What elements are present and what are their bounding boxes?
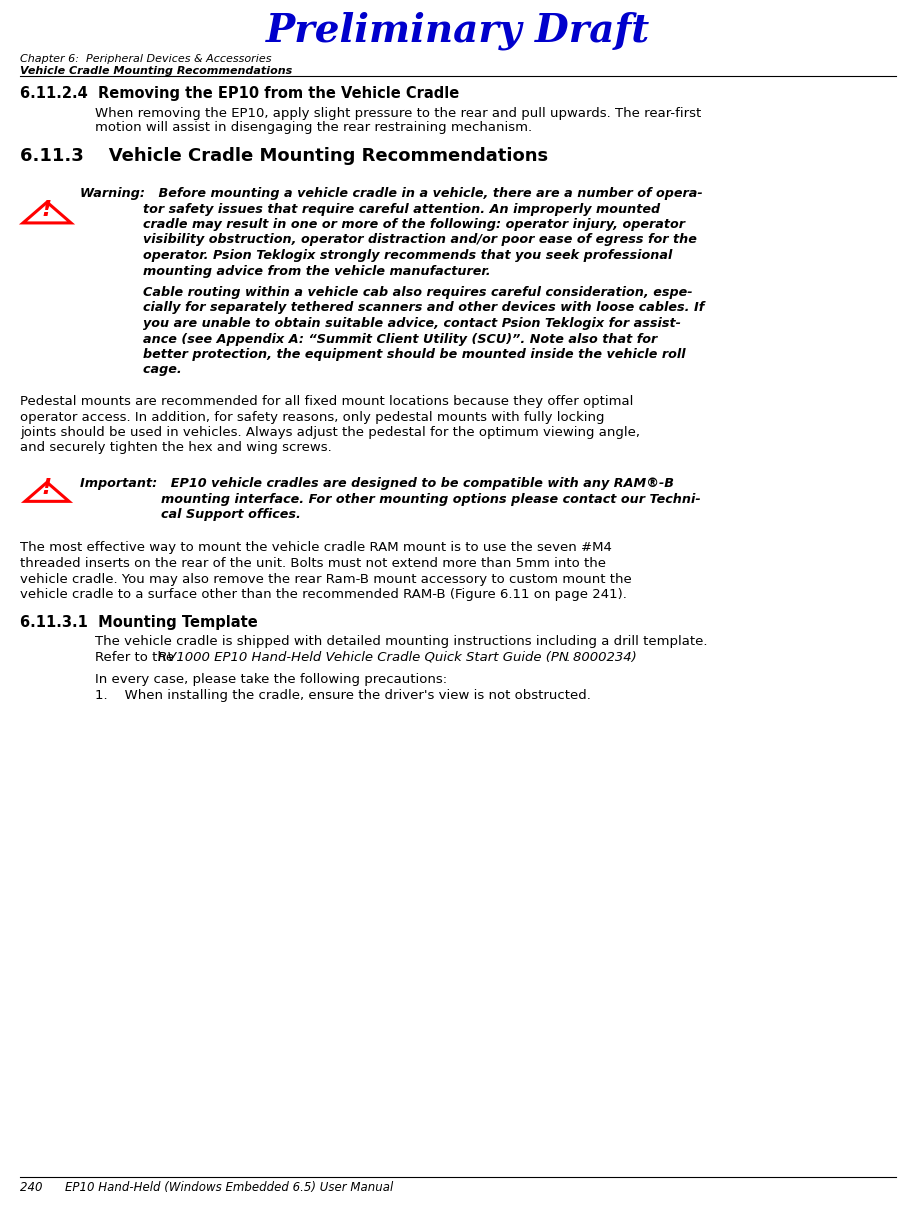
Text: Refer to the: Refer to the xyxy=(95,650,179,664)
Text: 240      EP10 Hand-Held (Windows Embedded 6.5) User Manual: 240 EP10 Hand-Held (Windows Embedded 6.5… xyxy=(20,1181,393,1194)
Text: vehicle cradle to a surface other than the recommended RAM-B (Figure 6.11 on pag: vehicle cradle to a surface other than t… xyxy=(20,588,627,601)
Text: Warning:   Before mounting a vehicle cradle in a vehicle, there are a number of : Warning: Before mounting a vehicle cradl… xyxy=(80,187,703,199)
Text: The vehicle cradle is shipped with detailed mounting instructions including a dr: The vehicle cradle is shipped with detai… xyxy=(95,636,707,648)
Text: 1.    When installing the cradle, ensure the driver's view is not obstructed.: 1. When installing the cradle, ensure th… xyxy=(95,689,591,702)
Text: cage.: cage. xyxy=(80,364,181,376)
Text: visibility obstruction, operator distraction and/or poor ease of egress for the: visibility obstruction, operator distrac… xyxy=(80,233,697,247)
Text: tor safety issues that require careful attention. An improperly mounted: tor safety issues that require careful a… xyxy=(80,202,660,215)
Text: !: ! xyxy=(42,479,52,498)
Text: In every case, please take the following precautions:: In every case, please take the following… xyxy=(95,673,447,686)
Text: Vehicle Cradle Mounting Recommendations: Vehicle Cradle Mounting Recommendations xyxy=(20,66,292,76)
Text: Cable routing within a vehicle cab also requires careful consideration, espe-: Cable routing within a vehicle cab also … xyxy=(80,287,692,299)
Text: vehicle cradle. You may also remove the rear Ram-B mount accessory to custom mou: vehicle cradle. You may also remove the … xyxy=(20,573,632,585)
Text: Chapter 6:  Peripheral Devices & Accessories: Chapter 6: Peripheral Devices & Accessor… xyxy=(20,54,271,64)
Text: RV1000 EP10 Hand-Held Vehicle Cradle Quick Start Guide (PN 8000234): RV1000 EP10 Hand-Held Vehicle Cradle Qui… xyxy=(158,650,637,664)
Text: ance (see Appendix A: “Summit Client Utility (SCU)”. Note also that for: ance (see Appendix A: “Summit Client Uti… xyxy=(80,332,658,346)
Text: 6.11.3.1  Mounting Template: 6.11.3.1 Mounting Template xyxy=(20,615,257,631)
Text: operator access. In addition, for safety reasons, only pedestal mounts with full: operator access. In addition, for safety… xyxy=(20,411,605,423)
Text: better protection, the equipment should be mounted inside the vehicle roll: better protection, the equipment should … xyxy=(80,348,685,361)
Text: When removing the EP10, apply slight pressure to the rear and pull upwards. The : When removing the EP10, apply slight pre… xyxy=(95,108,702,120)
Text: 6.11.3    Vehicle Cradle Mounting Recommendations: 6.11.3 Vehicle Cradle Mounting Recommend… xyxy=(20,147,548,164)
Text: motion will assist in disengaging the rear restraining mechanism.: motion will assist in disengaging the re… xyxy=(95,121,532,134)
Text: cradle may result in one or more of the following: operator injury, operator: cradle may result in one or more of the … xyxy=(80,218,685,231)
Text: .: . xyxy=(566,650,570,664)
Text: cially for separately tethered scanners and other devices with loose cables. If: cially for separately tethered scanners … xyxy=(80,301,704,314)
Text: The most effective way to mount the vehicle cradle RAM mount is to use the seven: The most effective way to mount the vehi… xyxy=(20,542,612,555)
Text: !: ! xyxy=(42,199,52,220)
Text: operator. Psion Teklogix strongly recommends that you seek professional: operator. Psion Teklogix strongly recomm… xyxy=(80,249,672,262)
Text: mounting advice from the vehicle manufacturer.: mounting advice from the vehicle manufac… xyxy=(80,265,491,278)
Text: Preliminary Draft: Preliminary Draft xyxy=(266,12,650,51)
Text: Important:   EP10 vehicle cradles are designed to be compatible with any RAM®-B: Important: EP10 vehicle cradles are desi… xyxy=(80,478,674,490)
Text: and securely tighten the hex and wing screws.: and securely tighten the hex and wing sc… xyxy=(20,441,332,455)
Text: threaded inserts on the rear of the unit. Bolts must not extend more than 5mm in: threaded inserts on the rear of the unit… xyxy=(20,557,606,569)
Text: 6.11.2.4  Removing the EP10 from the Vehicle Cradle: 6.11.2.4 Removing the EP10 from the Vehi… xyxy=(20,86,459,102)
Text: cal Support offices.: cal Support offices. xyxy=(80,508,300,521)
Text: mounting interface. For other mounting options please contact our Techni-: mounting interface. For other mounting o… xyxy=(80,492,701,505)
Text: Pedestal mounts are recommended for all fixed mount locations because they offer: Pedestal mounts are recommended for all … xyxy=(20,395,633,407)
Text: you are unable to obtain suitable advice, contact Psion Teklogix for assist-: you are unable to obtain suitable advice… xyxy=(80,317,681,330)
Text: joints should be used in vehicles. Always adjust the pedestal for the optimum vi: joints should be used in vehicles. Alway… xyxy=(20,426,640,439)
